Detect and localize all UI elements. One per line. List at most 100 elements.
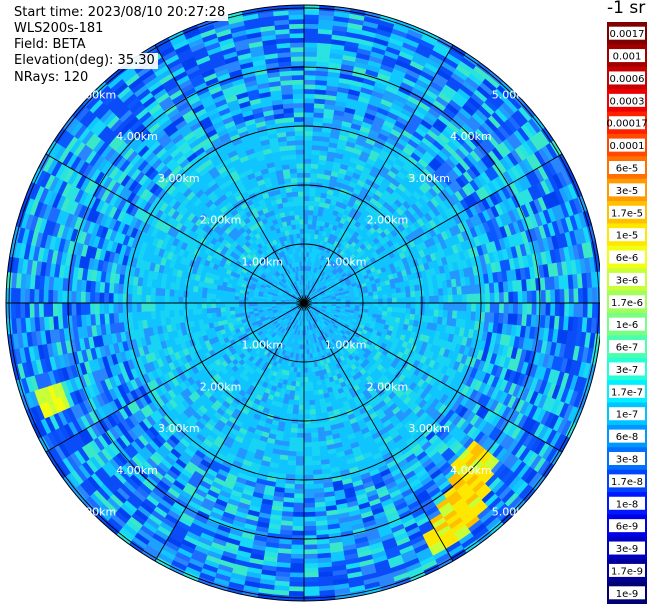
backscatter-cell: [587, 302, 594, 319]
backscatter-cell: [489, 292, 496, 304]
backscatter-cell: [531, 290, 538, 304]
backscatter-cell: [503, 302, 510, 315]
backscatter-cell: [303, 558, 318, 565]
backscatter-cell: [303, 74, 317, 81]
backscatter-cell: [303, 23, 319, 30]
backscatter-cell: [288, 586, 305, 593]
backscatter-cell: [554, 289, 561, 304]
backscatter-cell: [291, 535, 305, 541]
backscatter-cell: [295, 460, 305, 467]
backscatter-cell: [288, 590, 305, 597]
backscatter-cell: [303, 474, 314, 481]
backscatter-cell: [298, 404, 305, 411]
backscatter-cell: [309, 413, 317, 420]
backscatter-cell: [391, 302, 398, 309]
backscatter-cell: [290, 427, 298, 434]
backscatter-cell: [296, 428, 305, 434]
backscatter-cell: [310, 158, 320, 165]
backscatter-cell: [303, 442, 312, 448]
backscatter-cell: [503, 291, 510, 304]
backscatter-cell: [303, 107, 315, 113]
backscatter-cell: [494, 292, 500, 304]
backscatter-cell: [309, 177, 318, 183]
backscatter-cell: [293, 493, 305, 499]
backscatter-cell: [424, 296, 431, 304]
backscatter-cell: [471, 302, 477, 313]
backscatter-cell: [475, 302, 482, 313]
backscatter-cell: [294, 470, 305, 476]
backscatter-cell: [303, 432, 312, 439]
backscatter-cell: [512, 302, 519, 315]
backscatter-cell: [405, 297, 412, 304]
backscatter-cell: [303, 451, 313, 458]
backscatter-cell: [290, 418, 299, 425]
backscatter-cell: [303, 102, 315, 109]
backscatter-cell: [296, 442, 305, 448]
backscatter-cell: [303, 544, 318, 551]
backscatter-cell: [545, 289, 552, 304]
backscatter-cell: [377, 294, 384, 300]
backscatter-cell: [396, 302, 403, 309]
backscatter-cell: [289, 432, 298, 439]
backscatter-cell: [433, 302, 440, 311]
backscatter-cell: [582, 287, 589, 304]
backscatter-cell: [295, 456, 305, 462]
backscatter-cell: [475, 293, 482, 304]
backscatter-cell: [471, 293, 477, 304]
backscatter-cell: [292, 516, 305, 523]
backscatter-cell: [303, 60, 318, 67]
backscatter-cell: [303, 460, 313, 467]
backscatter-cell: [309, 195, 316, 202]
backscatter-cell: [489, 302, 496, 314]
backscatter-cell: [433, 309, 440, 318]
backscatter-cell: [291, 530, 305, 537]
backscatter-cell: [289, 563, 305, 569]
backscatter-cell: [303, 37, 319, 43]
backscatter-cell: [438, 295, 445, 304]
backscatter-cell: [289, 567, 305, 574]
backscatter-cell: [303, 549, 318, 555]
backscatter-cell: [391, 297, 398, 304]
backscatter-cell: [298, 400, 305, 406]
backscatter-cell: [303, 181, 311, 188]
backscatter-cell: [303, 116, 315, 123]
backscatter-cell: [303, 144, 313, 150]
backscatter-cell: [303, 83, 316, 90]
backscatter-cell: [400, 307, 407, 315]
backscatter-cell: [303, 367, 309, 374]
backscatter-cell: [303, 563, 319, 569]
backscatter-cell: [291, 521, 305, 527]
backscatter-cell: [373, 298, 379, 304]
backscatter-cell: [512, 291, 519, 304]
backscatter-cell: [484, 292, 491, 304]
backscatter-cell: [447, 302, 454, 312]
backscatter-cell: [564, 288, 570, 304]
backscatter-cell: [424, 289, 430, 298]
backscatter-cell: [391, 307, 398, 314]
backscatter-cell: [309, 404, 316, 411]
backscatter-cell: [288, 441, 298, 448]
backscatter-cell: [396, 307, 402, 314]
backscatter-cell: [568, 288, 575, 304]
backscatter-cell: [298, 395, 305, 402]
backscatter-cell: [498, 292, 505, 304]
backscatter-cell: [295, 446, 305, 453]
backscatter-cell: [424, 302, 431, 310]
backscatter-cell: [461, 294, 468, 304]
backscatter-cell: [550, 289, 556, 304]
backscatter-cell: [303, 195, 310, 202]
backscatter-cell: [550, 302, 556, 317]
backscatter-cell: [419, 308, 426, 317]
backscatter-cell: [303, 572, 319, 579]
backscatter-cell: [303, 176, 311, 183]
backscatter-cell: [297, 409, 305, 416]
backscatter-cell: [442, 287, 449, 297]
backscatter-cell: [303, 18, 320, 25]
backscatter-cell: [517, 291, 524, 304]
backscatter-cell: [415, 296, 421, 304]
backscatter-cell: [452, 302, 459, 312]
backscatter-cell: [308, 390, 315, 397]
backscatter-cell: [429, 295, 435, 304]
backscatter-cell: [303, 437, 312, 444]
